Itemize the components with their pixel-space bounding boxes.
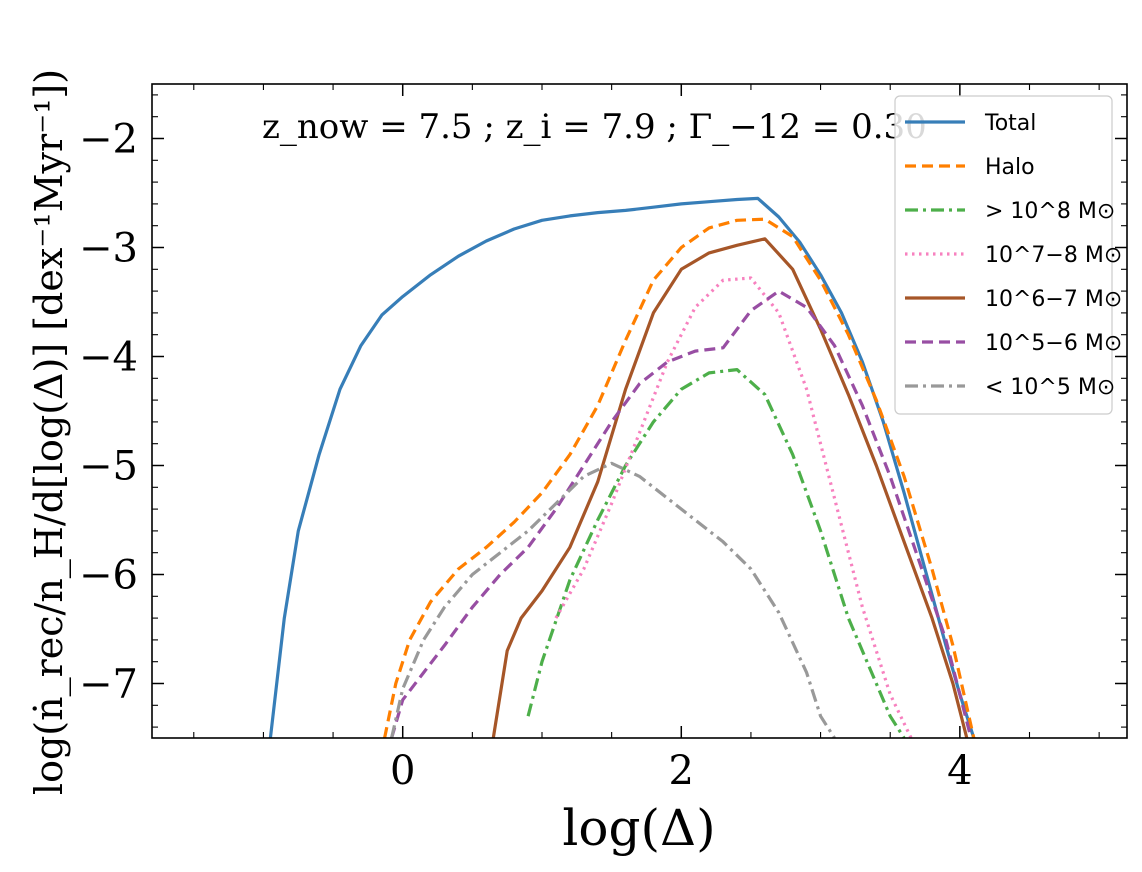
legend-label: 10^5−6 M⊙ xyxy=(985,331,1122,356)
y-tick-label: −4 xyxy=(79,335,138,381)
series-line-6 xyxy=(390,461,836,738)
series-line-3 xyxy=(554,276,913,738)
ticks-layer: 0 2 4 −7 −6 −5 −4 −3 −2 xyxy=(79,84,1127,794)
series-layer xyxy=(268,196,976,738)
series-line-2 xyxy=(526,368,906,738)
legend-label: 10^6−7 M⊙ xyxy=(985,287,1122,312)
y-tick-label: −2 xyxy=(79,117,138,163)
y-tick-label: −5 xyxy=(79,444,138,490)
y-tick-label: −6 xyxy=(79,553,138,599)
annotation-text: z_now = 7.5 ; z_i = 7.9 ; Γ_−12 = 0.30 xyxy=(262,107,927,147)
legend-label: Total xyxy=(984,111,1036,136)
legend-label: < 10^5 M⊙ xyxy=(985,375,1115,400)
y-tick-label: −3 xyxy=(79,226,138,272)
x-tick-label: 4 xyxy=(947,748,972,794)
y-axis-label: log(ṅ_rec/n_H/d[log(Δ)] [dex⁻¹Myr⁻¹]) xyxy=(27,69,72,795)
legend-label: Halo xyxy=(985,155,1035,180)
legend-box xyxy=(894,95,1113,415)
x-tick-label: 2 xyxy=(669,748,694,794)
plot-frame xyxy=(151,83,1128,739)
x-axis-label: log(Δ) xyxy=(562,799,715,857)
series-line-1 xyxy=(383,217,976,738)
series-line-5 xyxy=(390,289,973,738)
y-tick-label: −7 xyxy=(79,662,138,708)
legend-label: 10^7−8 M⊙ xyxy=(985,243,1122,268)
x-tick-label: 0 xyxy=(390,748,415,794)
legend: Total Halo > 10^8 M⊙ 10^7−8 M⊙ 10^6−7 M⊙ 10^5… xyxy=(894,95,1122,415)
legend-label: > 10^8 M⊙ xyxy=(985,199,1115,224)
series-line-4 xyxy=(491,237,969,738)
